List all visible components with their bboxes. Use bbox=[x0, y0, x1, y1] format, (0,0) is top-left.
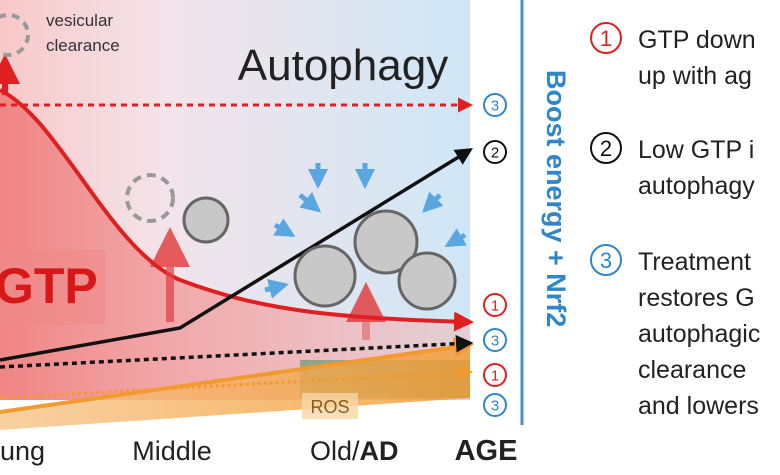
number-badge-label: 1 bbox=[491, 367, 499, 384]
vesicle-empty bbox=[0, 13, 30, 57]
x-label: Middle bbox=[132, 436, 212, 466]
number-badge-label: 3 bbox=[491, 97, 499, 114]
legend-line: autophagy bbox=[638, 172, 755, 200]
x-label: Old/AD bbox=[310, 436, 399, 466]
x-label-part: Old/ bbox=[310, 436, 360, 466]
arrow bbox=[264, 279, 289, 299]
number-badge-label: 1 bbox=[491, 297, 499, 314]
arrow bbox=[273, 218, 296, 238]
number-badge bbox=[483, 363, 507, 387]
annotation-line: clearance bbox=[46, 36, 120, 55]
legend-line: up with ag bbox=[638, 62, 752, 90]
arrow bbox=[422, 191, 444, 213]
autophagy-line bbox=[0, 148, 473, 362]
vesicle bbox=[293, 244, 357, 308]
vesicle bbox=[397, 251, 457, 311]
legend-line: Low GTP i bbox=[638, 136, 754, 164]
number-badge-label: 1 bbox=[600, 26, 612, 51]
ros-box bbox=[302, 393, 358, 419]
number-badge-label: 3 bbox=[491, 332, 499, 349]
number-badge-label: 2 bbox=[491, 144, 499, 161]
side-label: Boost energy + Nrf2 bbox=[541, 70, 571, 327]
legend-line: autophagic bbox=[638, 320, 760, 348]
number-badge bbox=[483, 293, 507, 317]
arrow bbox=[444, 228, 467, 248]
number-badge bbox=[590, 244, 622, 276]
legend-line: GTP down bbox=[638, 26, 756, 54]
number-badge bbox=[483, 140, 507, 164]
annotation-line: vesicular bbox=[46, 11, 113, 30]
number-badge bbox=[590, 132, 622, 164]
gtp-area bbox=[0, 90, 470, 400]
ros-band bbox=[0, 345, 470, 430]
title: Autophagy bbox=[238, 41, 448, 90]
ros-line bbox=[0, 337, 474, 414]
inward-arrows bbox=[264, 163, 467, 299]
x-label-part: AD bbox=[360, 436, 399, 466]
legend-line: Treatment bbox=[638, 248, 751, 276]
gtp-box bbox=[0, 250, 105, 325]
vesicles bbox=[182, 196, 457, 311]
number-badge bbox=[483, 328, 507, 352]
autophagy-treated-line bbox=[0, 334, 474, 369]
vesicle-empty bbox=[125, 173, 175, 223]
arrow bbox=[298, 192, 322, 213]
legend-line: restores G bbox=[638, 284, 755, 312]
number-badge bbox=[483, 93, 507, 117]
number-badge-label: 2 bbox=[600, 136, 612, 161]
ros-label: ROS bbox=[310, 397, 349, 417]
number-badge-label: 3 bbox=[491, 397, 499, 414]
legend-line: clearance bbox=[638, 356, 746, 384]
vesicle bbox=[182, 196, 230, 244]
legend-line: and lowers bbox=[638, 392, 759, 420]
x-label: ung bbox=[0, 436, 45, 466]
ros-treated-line bbox=[0, 365, 473, 400]
vesicle bbox=[353, 209, 419, 275]
number-badge-label: 3 bbox=[600, 248, 612, 273]
x-label: AGE bbox=[455, 435, 518, 467]
number-badge bbox=[590, 22, 622, 54]
number-badge bbox=[483, 393, 507, 417]
gtp-label: GTP bbox=[0, 258, 98, 314]
